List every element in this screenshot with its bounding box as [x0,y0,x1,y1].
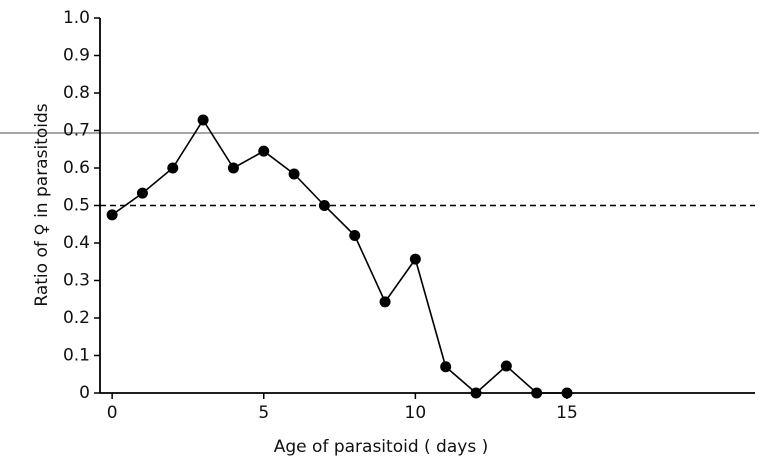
data-point [197,114,209,126]
y-tick-label: 0.5 [63,196,90,216]
y-tick-label: 1.0 [63,8,90,28]
data-point [409,253,421,265]
data-point [258,145,270,157]
data-point [500,360,512,372]
data-point [318,200,330,211]
y-axis-label: Ratio of ♀ in parasitoids [32,103,52,306]
y-tick-label: 0.9 [63,46,90,66]
data-point [167,162,179,174]
data-point [561,387,573,399]
data-point [136,187,148,199]
x-axis-label: Age of parasitoid ( days ) [274,437,488,457]
data-point [531,387,543,399]
y-tick-label: 0.4 [63,233,90,253]
y-tick-label: 0.1 [63,346,90,366]
y-tick-label: 0.2 [63,308,90,328]
data-line [111,118,567,395]
data-point [106,209,118,221]
y-tick-label: 0 [79,383,90,403]
data-point [288,168,300,180]
x-tick-label: 0 [107,403,118,423]
data-point [349,230,361,241]
data-point [379,296,391,308]
data-point [227,162,239,174]
y-tick-label: 0.3 [63,271,90,291]
y-tick-label: 0.6 [63,158,90,178]
y-tick-label: 0.7 [63,121,90,141]
y-tick-label: 0.8 [63,83,90,103]
x-tick-label: 15 [556,403,578,423]
x-tick-label: 5 [258,403,269,423]
x-tick-label: 10 [405,403,427,423]
data-point [470,387,482,399]
data-point [440,361,452,373]
